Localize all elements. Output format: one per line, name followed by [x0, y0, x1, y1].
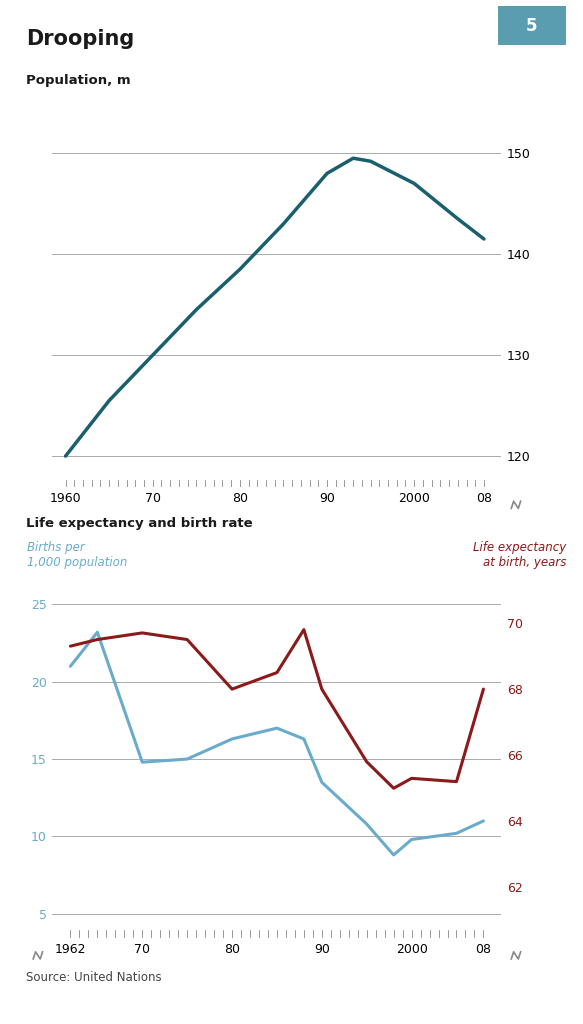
Text: 1,000 population: 1,000 population — [27, 556, 128, 569]
Text: Life expectancy: Life expectancy — [473, 541, 567, 554]
Text: 5: 5 — [526, 16, 538, 35]
Text: Population, m: Population, m — [26, 74, 131, 87]
Text: Source: United Nations: Source: United Nations — [26, 971, 162, 984]
Text: Life expectancy and birth rate: Life expectancy and birth rate — [26, 517, 253, 530]
Text: at birth, years: at birth, years — [483, 556, 567, 569]
Text: Drooping: Drooping — [26, 29, 135, 49]
Text: Births per: Births per — [27, 541, 85, 554]
